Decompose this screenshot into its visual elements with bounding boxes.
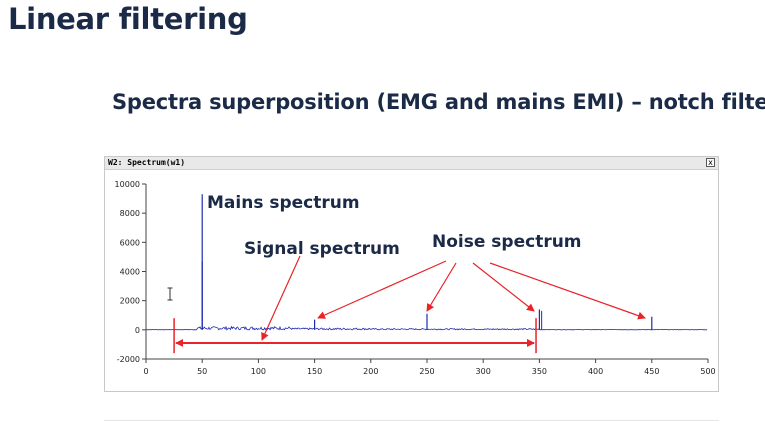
spectrum-peaks (201, 194, 653, 330)
noise-spectrum-label: Noise spectrum (432, 232, 582, 252)
mains-spectrum-label: Mains spectrum (207, 193, 360, 213)
x-tick-label: 150 (307, 367, 322, 376)
window-titlebar[interactable]: W2: Spectrum(w1) x (105, 157, 718, 170)
y-tick-label: 4000 (120, 268, 140, 277)
x-tick-label: 500 (700, 367, 715, 376)
window-title: W2: Spectrum(w1) (108, 158, 186, 167)
page-title: Linear filtering (8, 2, 248, 36)
close-button[interactable]: x (706, 158, 715, 167)
annotation-layer (173, 255, 646, 354)
text-cursor-icon (167, 287, 173, 301)
y-tick-label: 8000 (120, 209, 140, 218)
signal-spectrum-label: Signal spectrum (244, 239, 400, 259)
x-tick-label: 50 (197, 367, 207, 376)
y-tick-label: 6000 (120, 238, 140, 247)
x-tick-label: 400 (588, 367, 603, 376)
y-tick-label: 10000 (115, 180, 140, 189)
noise-pointer-arrow (317, 260, 447, 319)
y-tick-label: -2000 (117, 355, 140, 364)
x-tick-label: 250 (419, 367, 434, 376)
spectrum-window: W2: Spectrum(w1) x (104, 156, 719, 392)
x-tick-label: 300 (476, 367, 491, 376)
noise-pointer-arrow (472, 262, 535, 312)
x-tick-label: 350 (532, 367, 547, 376)
x-tick-label: 200 (363, 367, 378, 376)
x-tick-label: 100 (251, 367, 266, 376)
x-tick-label: 0 (143, 367, 148, 376)
slide-subtitle: Spectra superposition (EMG and mains EMI… (112, 90, 765, 114)
noise-pointer-arrow (426, 262, 457, 312)
bottom-divider (104, 420, 719, 421)
y-tick-label: 0 (135, 326, 140, 335)
signal-pointer-arrow (261, 255, 301, 341)
noise-pointer-arrow (489, 262, 646, 320)
y-tick-label: 2000 (120, 297, 140, 306)
x-tick-label: 450 (644, 367, 659, 376)
